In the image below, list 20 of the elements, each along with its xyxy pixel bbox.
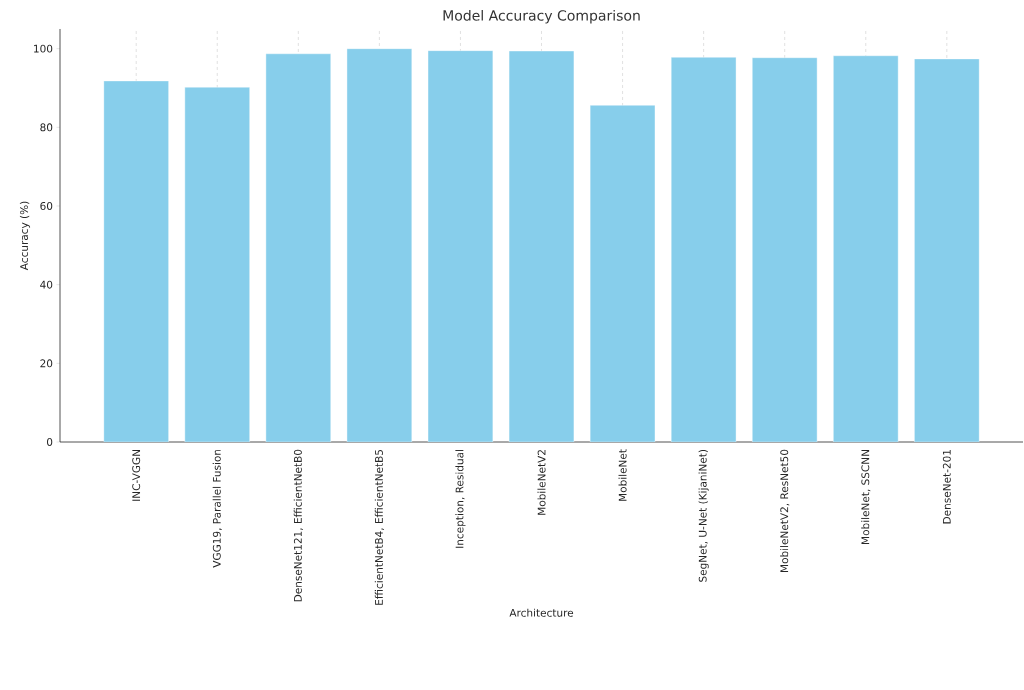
x-tick-label: MobileNetV2, ResNet50 — [780, 449, 790, 572]
x-tick-label: SegNet, U-Net (KijaniNet) — [698, 449, 709, 582]
x-tick-label: INC-VGGN — [132, 450, 141, 501]
x-tick-label: MobileNetV2 — [537, 450, 546, 515]
chart-title: Model Accuracy Comparison — [443, 9, 640, 24]
x-axis-title: Architecture — [509, 608, 574, 617]
y-tick-label: 40 — [40, 280, 53, 289]
x-tick-label: EfficientNetB4, EfficientNetB5 — [374, 449, 384, 605]
x-tick-label: DenseNet121, EfficientNetB0 — [293, 449, 303, 602]
y-tick-label: 20 — [40, 359, 53, 368]
y-tick-label: 80 — [40, 123, 53, 132]
x-tick-label: Inception, Residual — [455, 450, 466, 548]
y-tick-label: 60 — [40, 202, 53, 210]
y-axis-title: Accuracy (%) — [19, 201, 31, 271]
y-tick-label: 0 — [46, 438, 53, 446]
x-tick-label: DenseNet-201 — [942, 450, 951, 524]
x-tick-label: MobileNet, SSCNN — [861, 450, 871, 544]
x-tick-label: VGG19, Parallel Fusion — [212, 449, 222, 568]
y-tick-label: 100 — [34, 44, 53, 53]
x-tick-label: MobileNet — [618, 449, 627, 501]
